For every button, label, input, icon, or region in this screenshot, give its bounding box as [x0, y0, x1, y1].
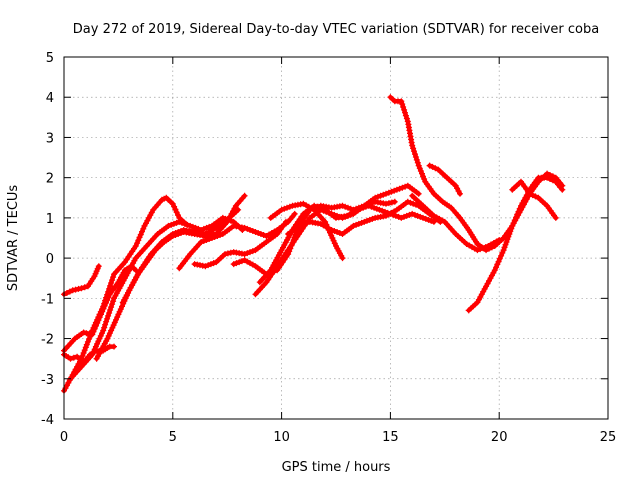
series-track-13: [267, 200, 346, 262]
series-markers: [465, 174, 566, 314]
chart-title: Day 272 of 2019, Sidereal Day-to-day VTE…: [73, 22, 599, 37]
series-markers: [252, 182, 422, 298]
series-markers: [191, 218, 289, 270]
series-markers: [409, 192, 503, 254]
x-axis-label: GPS time / hours: [282, 460, 391, 475]
x-tick-label: 5: [169, 430, 177, 445]
series-line: [388, 94, 565, 253]
series-track-19: [509, 178, 559, 221]
x-tick-label: 25: [600, 430, 617, 445]
y-tick-label: 0: [46, 252, 54, 267]
series-markers: [61, 263, 102, 298]
series-track-9: [191, 218, 289, 270]
axis-ticks: 0 5 10 15 20 25 -4 -3 -2 -1 0 1 2 3 4 5: [41, 51, 616, 445]
series-track-11: [252, 182, 422, 298]
series-track-7: [119, 192, 248, 306]
series-track-14: [285, 198, 444, 237]
series-markers: [119, 192, 248, 306]
series-markers: [509, 178, 559, 221]
series-line: [409, 193, 502, 253]
x-tick-label: 15: [382, 430, 399, 445]
y-tick-label: -1: [41, 292, 54, 307]
series-track-1: [61, 263, 102, 298]
x-tick-label: 10: [273, 430, 290, 445]
y-tick-label: 3: [46, 131, 54, 146]
plot-frame: [63, 56, 609, 420]
y-tick-label: 4: [46, 91, 54, 106]
x-tick-label: 20: [491, 430, 508, 445]
y-tick-label: -4: [41, 413, 54, 428]
y-axis-label: SDTVAR / TECUs: [6, 185, 21, 292]
series-markers: [256, 202, 437, 286]
series-track-15: [387, 94, 566, 254]
y-tick-label: -2: [41, 333, 54, 348]
series-track-18: [465, 174, 566, 314]
series-markers: [426, 162, 463, 197]
y-tick-label: 2: [46, 172, 54, 187]
series-markers: [67, 214, 246, 382]
series-track-12: [256, 202, 437, 286]
y-tick-label: 1: [46, 212, 54, 227]
y-tick-label: 5: [46, 51, 54, 66]
series-markers: [387, 94, 566, 254]
series-track-17: [426, 162, 463, 197]
series-track-5: [67, 214, 246, 382]
y-tick-label: -3: [41, 373, 54, 388]
series-track-16: [409, 192, 503, 254]
grid-lines: [64, 57, 608, 419]
data-tracks: [61, 94, 566, 394]
x-tick-label: 0: [60, 430, 68, 445]
series-line: [427, 163, 463, 197]
